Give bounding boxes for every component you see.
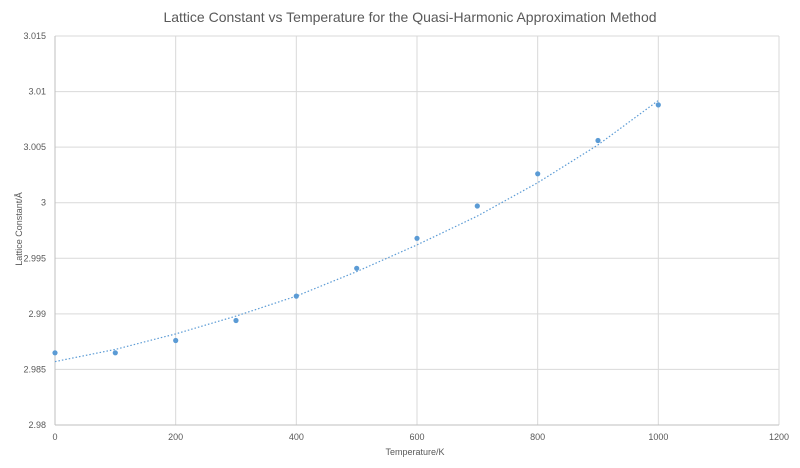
data-point	[52, 350, 58, 356]
chart-title: Lattice Constant vs Temperature for the …	[163, 9, 656, 25]
data-points	[52, 102, 661, 356]
x-tick-label: 200	[168, 432, 183, 442]
trendline	[54, 100, 659, 363]
y-axis-title: Lattice Constant/Å	[14, 192, 24, 266]
data-point	[293, 293, 299, 299]
trendline-layer	[54, 100, 659, 363]
data-point	[595, 137, 601, 144]
x-tick-label: 0	[52, 432, 57, 442]
data-point	[655, 102, 661, 108]
data-point	[474, 203, 480, 209]
y-tick-label: 3	[41, 198, 46, 208]
data-point	[414, 235, 420, 241]
x-axis-title: Temperature/K	[385, 447, 444, 457]
gridlines	[55, 35, 780, 425]
y-tick-label: 2.985	[23, 364, 46, 374]
data-point	[233, 317, 239, 324]
x-tick-label: 600	[409, 432, 424, 442]
x-tick-label: 400	[289, 432, 304, 442]
x-tick-label: 800	[530, 432, 545, 442]
y-tick-label: 2.995	[23, 253, 46, 263]
y-tick-label: 2.98	[28, 420, 46, 430]
axes	[54, 36, 779, 426]
data-point	[112, 350, 118, 356]
data-point	[535, 171, 541, 177]
data-point	[354, 265, 360, 271]
x-tick-label: 1000	[648, 432, 668, 442]
x-tick-label: 1200	[769, 432, 789, 442]
y-tick-label: 2.99	[28, 309, 46, 319]
y-tick-label: 3.01	[28, 87, 46, 97]
data-point	[173, 337, 179, 344]
y-tick-label: 3.015	[23, 31, 46, 41]
x-tick-labels: 0 200 400 600 800 1000 1200	[52, 432, 789, 442]
y-tick-label: 3.005	[23, 142, 46, 152]
y-tick-labels: 2.98 2.985 2.99 2.995 3 3.005 3.01 3.015	[23, 31, 46, 430]
